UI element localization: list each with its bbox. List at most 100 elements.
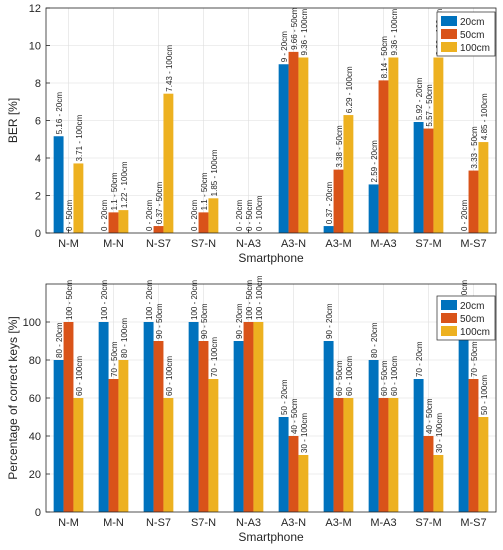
bar: [433, 57, 444, 233]
data-label: 9 - 20cm: [280, 31, 289, 62]
data-label: 60 - 100cm: [75, 356, 84, 396]
legend-swatch: [441, 300, 457, 310]
bar: [368, 184, 379, 233]
bar: [333, 398, 344, 512]
data-label: 0.37 - 50cm: [155, 181, 164, 224]
data-label: 40 - 50cm: [425, 398, 434, 434]
x-tick-label: M-N: [103, 238, 124, 250]
x-tick-label: N-A3: [236, 517, 261, 529]
data-label: 60 - 50cm: [335, 360, 344, 396]
data-label: 5.57 - 50cm: [425, 84, 434, 127]
data-label: 9.36 - 100cm: [390, 8, 399, 55]
data-label: 100 - 20cm: [190, 280, 199, 320]
x-tick-label: M-S7: [460, 238, 486, 250]
data-label: 40 - 50cm: [290, 398, 299, 434]
data-label: 6.29 - 100cm: [345, 66, 354, 113]
data-label: 90 - 20cm: [235, 303, 244, 339]
data-label: 70 - 50cm: [110, 341, 119, 377]
x-tick-label: N-M: [58, 517, 79, 529]
legend: 20cm 50cm 100cm: [436, 295, 496, 341]
data-label: 4.85 - 100cm: [480, 93, 489, 140]
bar: [413, 379, 424, 512]
bar: [343, 115, 354, 233]
bar: [73, 163, 84, 233]
chart-1: 0 2 4 6 8 10 12 N-M M-N N-S7 S7-N N-A3 A3-N A3-M M-A3 S…: [6, 3, 497, 265]
data-label: 0.37 - 20cm: [325, 181, 334, 224]
y-tick-label: 100: [23, 317, 41, 329]
legend-label: 50cm: [460, 30, 484, 41]
data-label: 70 - 20cm: [415, 341, 424, 377]
bar: [423, 436, 434, 512]
bar: [368, 360, 379, 512]
data-label: 50 - 100cm: [480, 375, 489, 415]
data-label: 100 - 50cm: [65, 280, 74, 320]
bar: [198, 341, 209, 512]
bar: [323, 341, 334, 512]
bar: [278, 64, 289, 233]
bar: [343, 398, 354, 512]
bar: [323, 226, 334, 233]
legend-label: 20cm: [460, 17, 484, 28]
data-label: 1.85 - 100cm: [210, 149, 219, 196]
legend-swatch: [441, 313, 457, 323]
bar: [198, 212, 209, 233]
axes-box: [45, 283, 497, 513]
bar: [108, 212, 119, 233]
bar: [333, 169, 344, 233]
y-tick-label: 12: [29, 3, 41, 15]
bar: [288, 51, 299, 233]
bar: [298, 57, 309, 233]
data-label: 8.14 - 50cm: [380, 36, 389, 79]
x-tick-label: S7-N: [191, 238, 216, 250]
y-tick-label: 0: [35, 228, 41, 240]
x-tick-label: N-M: [58, 238, 79, 250]
bar: [243, 322, 254, 512]
data-label: 60 - 100cm: [390, 356, 399, 396]
bar: [163, 93, 174, 233]
y-tick-label: 20: [29, 469, 41, 481]
y-tick-label: 40: [29, 431, 41, 443]
legend-swatch: [441, 42, 457, 52]
x-axis-title: Smartphone: [238, 251, 304, 265]
bar: [118, 360, 129, 512]
data-label: 3.38 - 50cm: [335, 125, 344, 168]
bar: [298, 455, 309, 512]
data-label: 50 - 20cm: [280, 379, 289, 415]
x-tick-label: M-N: [103, 517, 124, 529]
x-tick-label: A3-M: [325, 517, 351, 529]
y-axis-title: Percentage of correct keys [%]: [6, 316, 20, 479]
x-tick-label: S7-N: [191, 517, 216, 529]
data-label: 5.92 - 20cm: [415, 77, 424, 120]
bar: [53, 360, 64, 512]
bar: [388, 398, 399, 512]
y-tick-label: 6: [35, 116, 41, 128]
data-label: 80 - 20cm: [370, 322, 379, 358]
data-label: 5.16 - 20cm: [55, 92, 64, 135]
data-label: 100 - 20cm: [100, 280, 109, 320]
bar: [108, 379, 119, 512]
bar: [208, 198, 219, 233]
y-tick-label: 2: [35, 191, 41, 203]
data-label: 90 - 20cm: [325, 303, 334, 339]
data-label: 70 - 100cm: [210, 337, 219, 377]
data-label: 3.71 - 100cm: [75, 114, 84, 161]
data-label: 100 - 20cm: [145, 280, 154, 320]
y-tick-label: 80: [29, 355, 41, 367]
x-tick-label: A3-N: [281, 517, 306, 529]
x-tick-label: N-S7: [146, 238, 171, 250]
data-label: 0 - 20cm: [190, 200, 199, 231]
bar: [253, 322, 264, 512]
x-tick-label: A3-N: [281, 238, 306, 250]
x-tick-label: A3-M: [325, 238, 351, 250]
y-axis-title: BER [%]: [6, 98, 20, 143]
data-label: 100 - 50cm: [245, 280, 254, 320]
data-label: 0 - 20cm: [235, 200, 244, 231]
data-label: 9.36 - 100cm: [300, 8, 309, 55]
data-label: 7.43 - 100cm: [165, 45, 174, 92]
x-tick-label: M-A3: [370, 238, 396, 250]
data-label: 0 - 50cm: [245, 200, 254, 231]
x-axis-title: Smartphone: [238, 530, 304, 544]
bar: [468, 170, 479, 233]
data-label: 100 - 100cm: [255, 275, 264, 320]
